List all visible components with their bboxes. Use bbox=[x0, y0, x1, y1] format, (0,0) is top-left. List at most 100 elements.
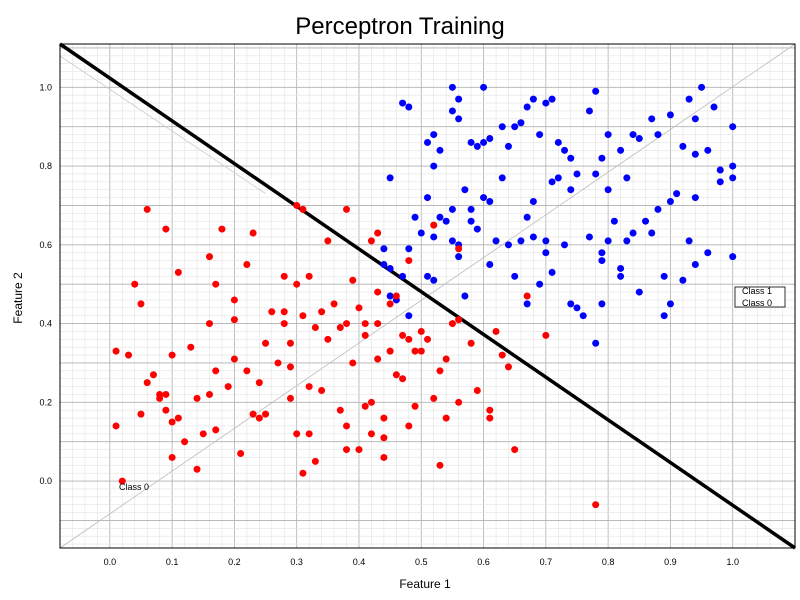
class-1-point bbox=[648, 229, 656, 237]
class-0-point bbox=[361, 331, 369, 339]
class-1-point bbox=[635, 135, 643, 142]
class-1-point bbox=[573, 170, 581, 178]
class-1-point bbox=[386, 292, 394, 300]
class-0-point bbox=[187, 343, 195, 351]
class-0-point bbox=[299, 205, 307, 213]
class-1-point bbox=[598, 154, 606, 162]
class-1-point bbox=[523, 103, 531, 111]
class-1-point bbox=[473, 225, 481, 233]
class-1-point bbox=[448, 237, 456, 245]
class-0-point bbox=[212, 280, 220, 288]
class-1-point bbox=[716, 178, 724, 186]
y-tick-label: 0.8 bbox=[39, 161, 52, 171]
class-1-point bbox=[691, 115, 699, 123]
class-1-point bbox=[473, 142, 481, 150]
class-0-point bbox=[205, 390, 213, 398]
class-1-point bbox=[424, 272, 431, 280]
class-1-point bbox=[430, 131, 438, 139]
class-0-point bbox=[361, 320, 369, 328]
class-1-point bbox=[486, 261, 494, 268]
class-1-point bbox=[504, 241, 512, 249]
class-0-point bbox=[430, 221, 438, 229]
class-0-point bbox=[324, 237, 332, 245]
class-1-point bbox=[455, 253, 463, 261]
class-1-point bbox=[635, 288, 643, 296]
class-1-point bbox=[685, 95, 693, 103]
class-0-point bbox=[249, 410, 257, 418]
class-0-point bbox=[324, 335, 332, 343]
class-0-point bbox=[592, 501, 600, 509]
class-1-point bbox=[579, 312, 587, 320]
class-0-point bbox=[361, 402, 369, 410]
class-1-point bbox=[617, 264, 625, 272]
class-0-point bbox=[424, 335, 431, 343]
class-0-point bbox=[243, 261, 251, 268]
class-1-point bbox=[442, 217, 450, 225]
class-1-point bbox=[567, 154, 575, 162]
class-1-point bbox=[517, 119, 525, 127]
class-1-point bbox=[529, 233, 537, 241]
class-1-point bbox=[424, 194, 431, 202]
class-0-point bbox=[492, 327, 500, 335]
class-1-point bbox=[480, 83, 488, 91]
class-1-point bbox=[729, 174, 737, 182]
class-1-point bbox=[673, 190, 681, 198]
x-tick-label: 0.5 bbox=[415, 557, 428, 567]
x-axis: 0.0 0.1 0.2 0.3 0.4 0.5 0.6 0.7 0.8 0.9 1.0 bbox=[104, 557, 739, 567]
class-0-point bbox=[143, 205, 151, 213]
class-0-point bbox=[305, 430, 313, 438]
class-1-point bbox=[430, 233, 438, 241]
class-1-point bbox=[704, 249, 712, 257]
class-1-point bbox=[448, 83, 456, 91]
class-0-point bbox=[137, 410, 145, 418]
class-0-point bbox=[411, 402, 419, 410]
class-0-point bbox=[405, 422, 413, 430]
class-0-point bbox=[318, 387, 326, 394]
class-1-point bbox=[542, 237, 550, 245]
class-0-point bbox=[224, 383, 232, 391]
class-1-point bbox=[585, 107, 593, 115]
class-1-point bbox=[511, 123, 519, 131]
lines-layer bbox=[59, 42, 796, 550]
previous-boundary-line bbox=[59, 55, 266, 194]
class-1-point bbox=[729, 253, 737, 261]
class-0-point bbox=[386, 300, 394, 308]
class-0-point bbox=[162, 390, 170, 398]
class-0-point bbox=[349, 359, 357, 367]
x-tick-label: 0.6 bbox=[477, 557, 490, 567]
class-0-point bbox=[411, 347, 419, 355]
x-tick-label: 0.3 bbox=[290, 557, 303, 567]
class-1-point bbox=[486, 198, 494, 205]
class-1-point bbox=[610, 217, 618, 225]
class-0-point bbox=[293, 201, 301, 209]
class-1-point bbox=[698, 83, 706, 91]
class-1-point bbox=[548, 268, 556, 276]
y-tick-label: 0.2 bbox=[39, 397, 52, 407]
class-1-point bbox=[604, 186, 612, 194]
class-0-point bbox=[374, 288, 382, 296]
class-1-point bbox=[561, 146, 569, 154]
class-0-point bbox=[118, 477, 126, 485]
class-0-point bbox=[343, 205, 351, 213]
class-1-point bbox=[573, 304, 581, 312]
x-tick-label: 0.9 bbox=[664, 557, 677, 567]
x-tick-label: 0.0 bbox=[104, 557, 117, 567]
class-0-point bbox=[255, 379, 263, 387]
points-layer bbox=[112, 83, 737, 509]
class-1-point bbox=[529, 198, 537, 205]
class-1-point bbox=[523, 213, 531, 221]
class-0-point bbox=[230, 316, 238, 324]
class-1-point bbox=[729, 123, 737, 131]
class-1-point bbox=[461, 292, 469, 300]
class-1-point bbox=[467, 205, 475, 213]
class-1-point bbox=[598, 257, 606, 265]
class-0-point bbox=[311, 324, 319, 331]
class-1-point bbox=[716, 166, 724, 174]
class-0-point bbox=[193, 465, 201, 473]
class-0-point bbox=[343, 422, 351, 430]
class-0-point bbox=[168, 453, 176, 461]
class-1-point bbox=[529, 95, 537, 103]
class-1-point bbox=[666, 111, 674, 119]
class-0-point bbox=[392, 371, 400, 379]
